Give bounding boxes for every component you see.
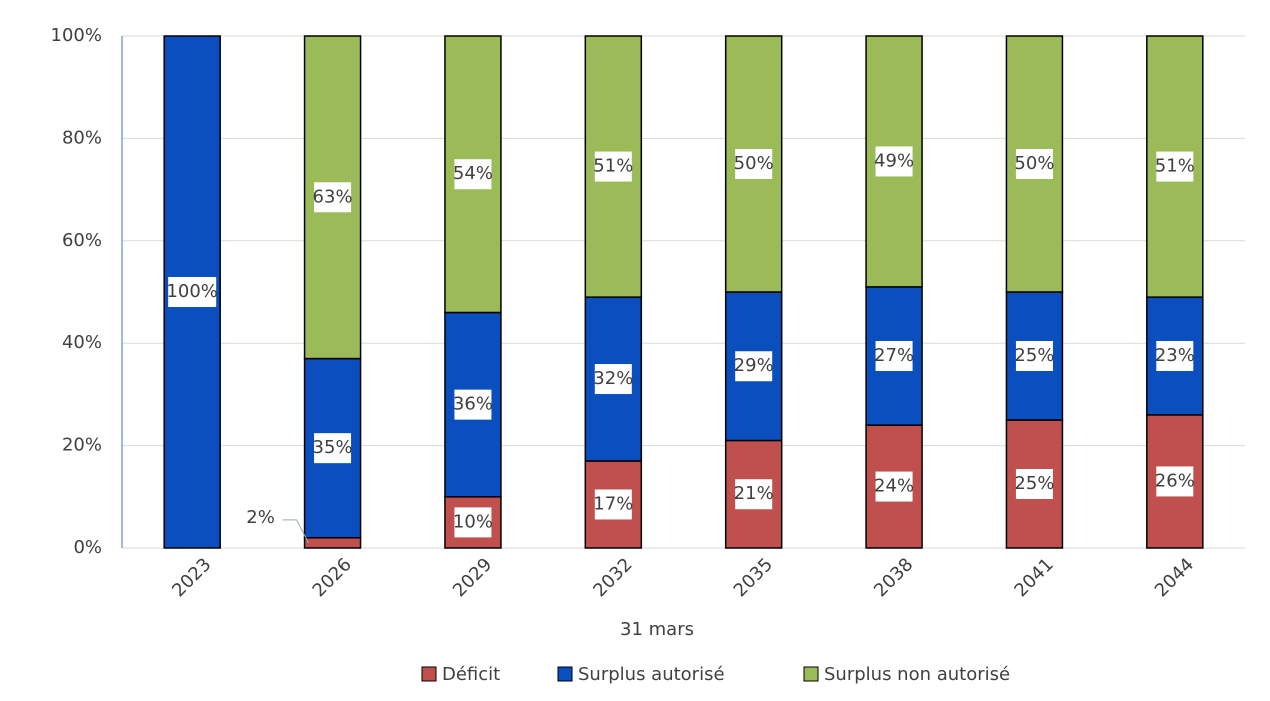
data-label: 36%	[453, 394, 493, 415]
data-label-box	[875, 471, 913, 502]
y-tick-label: 80%	[62, 127, 102, 148]
x-tick-label: 2041	[1010, 554, 1057, 601]
data-label: 17%	[593, 493, 633, 514]
data-label-box	[1015, 469, 1053, 499]
data-label: 24%	[874, 476, 914, 497]
data-label: 100%	[166, 281, 217, 302]
data-label-box	[1156, 151, 1194, 182]
data-label-box	[594, 364, 632, 395]
x-tick-label: 2038	[870, 554, 917, 601]
x-axis-label: 31 mars	[620, 619, 694, 640]
data-label-box	[168, 277, 217, 307]
data-label-box	[314, 433, 352, 464]
data-label-box	[1156, 466, 1194, 497]
bar-segment	[303, 537, 362, 549]
data-label: 54%	[453, 163, 493, 184]
data-label: 32%	[593, 368, 633, 389]
y-tick-label: 60%	[62, 230, 102, 251]
data-label: 2%	[246, 507, 275, 528]
legend-label: Déficit	[442, 664, 500, 685]
legend-swatch	[421, 666, 437, 682]
x-tick-label: 2032	[589, 554, 636, 601]
data-label: 51%	[593, 156, 633, 177]
x-tick-label: 2044	[1151, 554, 1198, 601]
leader-line	[282, 519, 310, 544]
data-label: 26%	[1155, 470, 1195, 491]
data-label-box	[1156, 341, 1194, 371]
data-label-box	[314, 182, 352, 213]
data-label: 50%	[1014, 153, 1054, 174]
x-tick-label: 2029	[449, 554, 496, 601]
data-label: 21%	[734, 483, 774, 504]
data-label: 29%	[734, 355, 774, 376]
data-label-box	[454, 159, 492, 190]
x-tick-label: 2023	[168, 554, 215, 601]
data-label-box	[454, 389, 492, 420]
data-label-box	[1015, 149, 1053, 179]
data-label: 23%	[1155, 345, 1195, 366]
x-tick-label: 2026	[309, 554, 356, 601]
x-tick-label: 2035	[730, 554, 777, 601]
data-label: 51%	[1155, 156, 1195, 177]
data-label-box	[735, 479, 773, 510]
data-label: 63%	[313, 186, 353, 207]
data-label: 50%	[734, 153, 774, 174]
y-tick-label: 0%	[73, 537, 102, 558]
legend-label: Surplus autorisé	[578, 664, 725, 685]
data-label: 25%	[1014, 473, 1054, 494]
data-label: 10%	[453, 511, 493, 532]
legend-label: Surplus non autorisé	[824, 664, 1010, 685]
data-label-box	[594, 151, 632, 182]
data-label: 27%	[874, 345, 914, 366]
y-tick-label: 100%	[51, 25, 102, 46]
y-tick-label: 20%	[62, 435, 102, 456]
data-label-box	[735, 351, 773, 382]
data-label: 49%	[874, 150, 914, 171]
data-label-box	[875, 146, 913, 177]
y-tick-label: 40%	[62, 332, 102, 353]
data-label-box	[454, 507, 492, 538]
data-label-box	[1015, 341, 1053, 371]
data-label-box	[735, 149, 773, 179]
data-label-box	[875, 341, 913, 371]
legend-swatch	[803, 666, 819, 682]
data-label-box	[594, 489, 632, 520]
data-label: 25%	[1014, 345, 1054, 366]
data-label: 35%	[313, 437, 353, 458]
legend-swatch	[557, 666, 573, 682]
